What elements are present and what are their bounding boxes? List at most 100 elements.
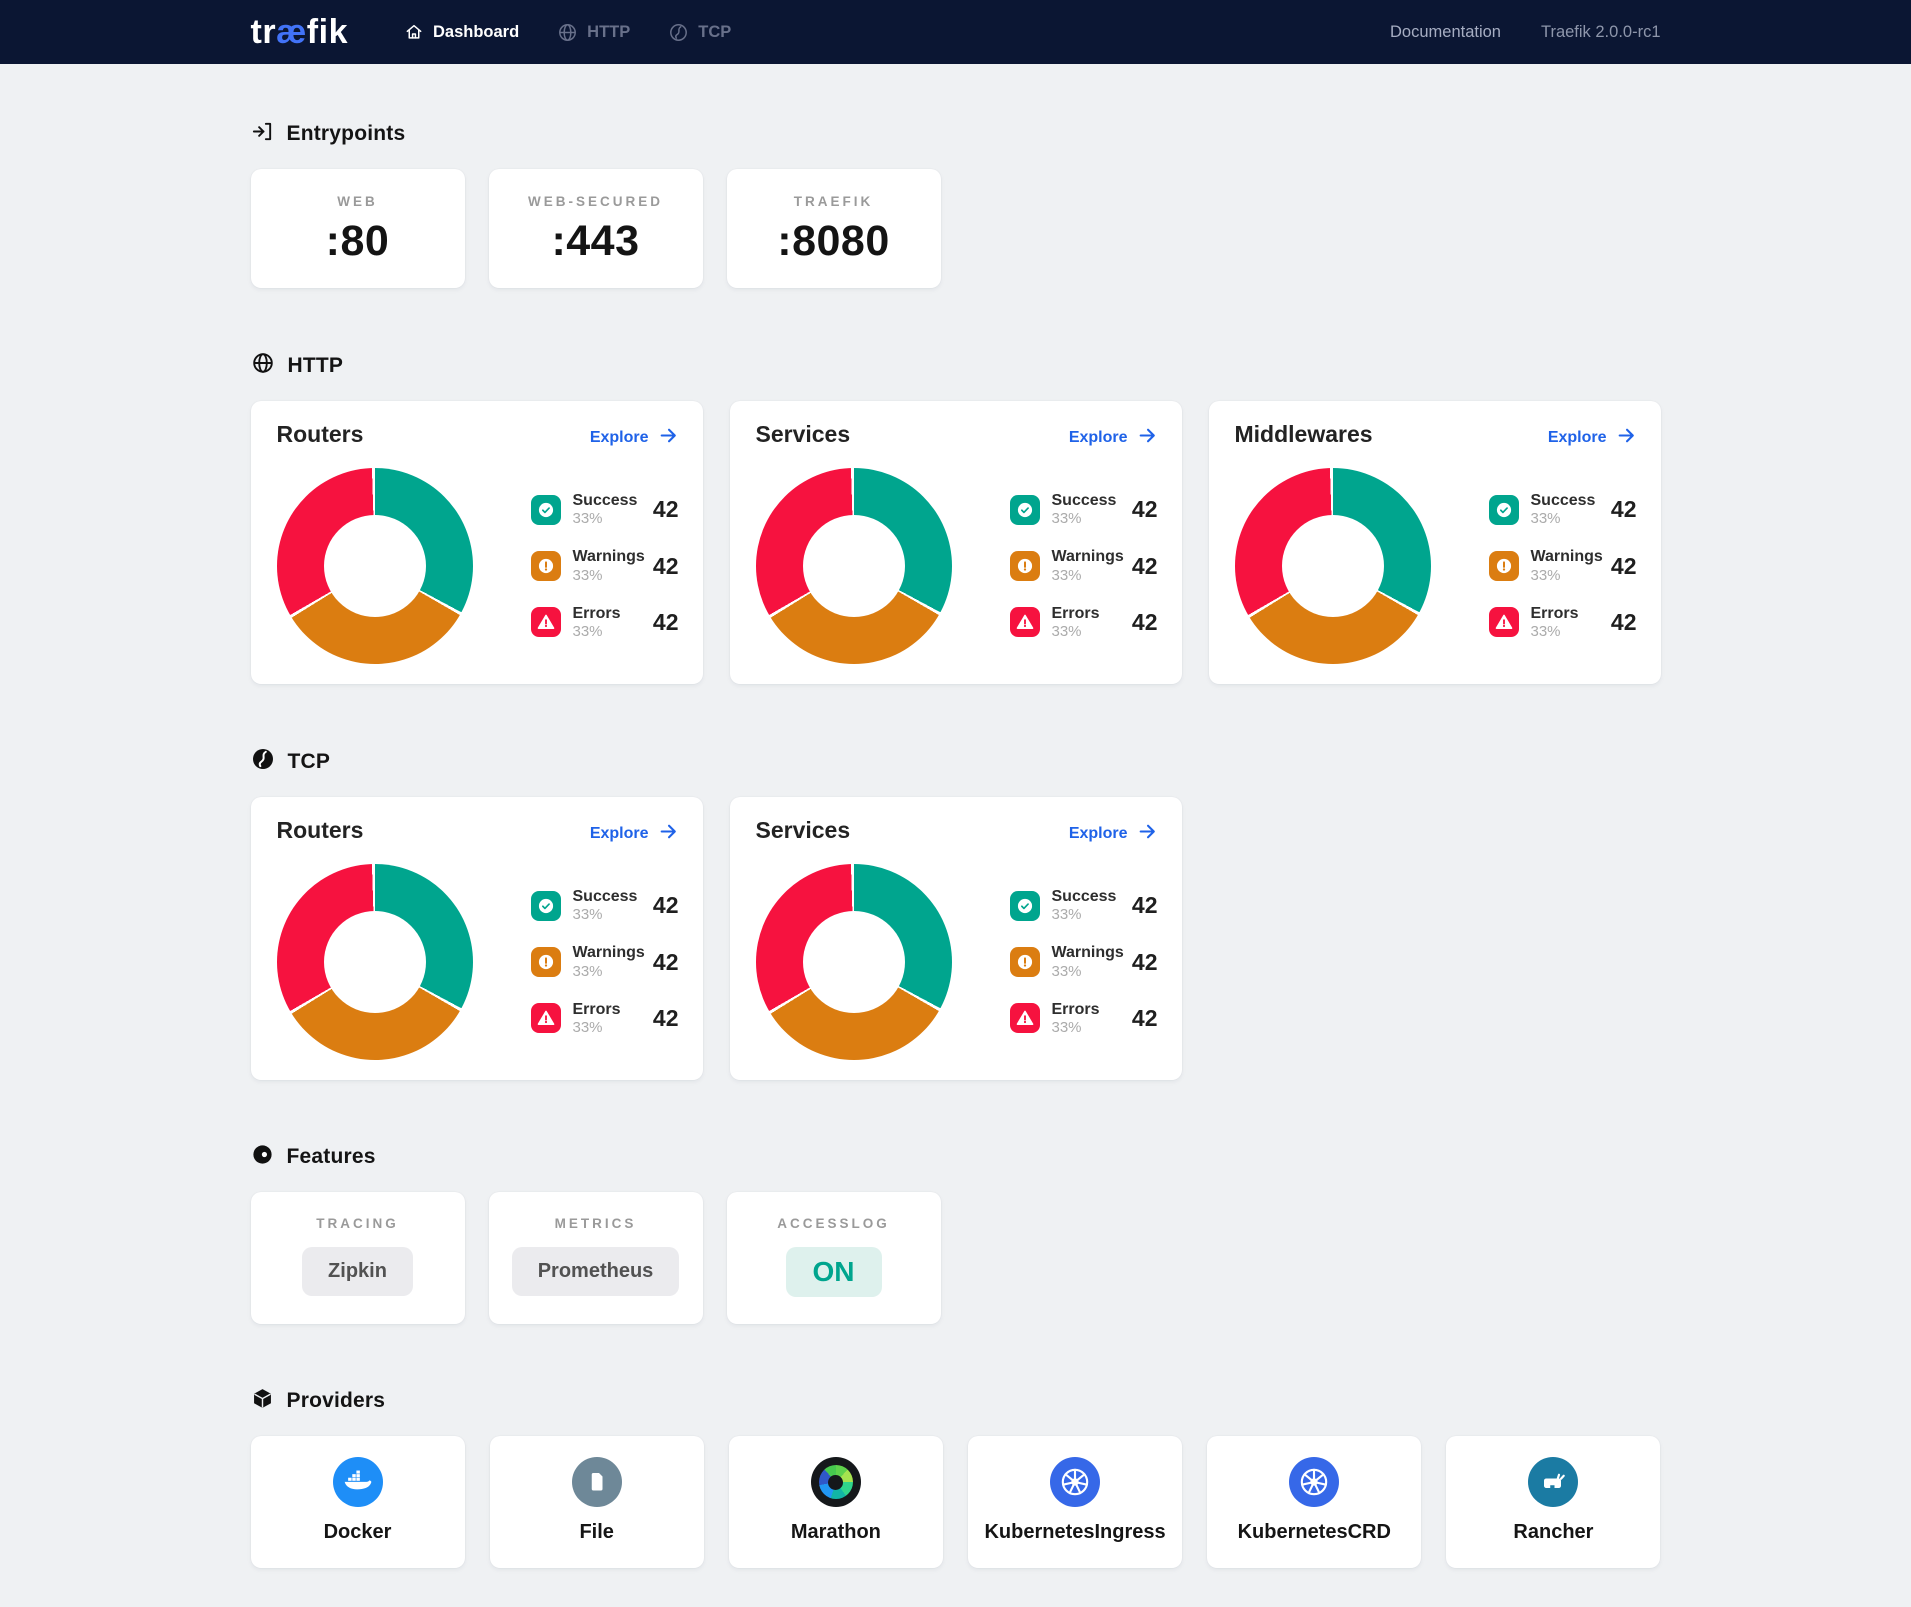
provider-card-docker: Docker (250, 1436, 465, 1568)
success-icon (1009, 494, 1040, 525)
legend-row-success: Success 33% 42 (530, 887, 679, 924)
arrow-right-icon (1616, 425, 1637, 451)
legend-row-success: Success 33% 42 (1009, 887, 1158, 924)
status-legend: Success 33% 42 Warnings 33% 42 Errors 33% (530, 491, 679, 641)
features-section: Features TRACING Zipkin METRICS Promethe… (250, 1143, 1661, 1324)
legend-value: 42 (1131, 552, 1158, 579)
http-routers-card: Routers Explore Success 33% 42 (250, 401, 703, 684)
entrypoint-card-web: WEB :80 (250, 169, 465, 288)
legend-value: 42 (1610, 552, 1637, 579)
legend-label: Errors (1051, 604, 1100, 622)
entrypoint-port: :80 (325, 217, 390, 265)
explore-label: Explore (1547, 429, 1607, 446)
entrypoint-name: TRAEFIK (793, 194, 874, 209)
explore-link[interactable]: Explore (1548, 425, 1637, 451)
card-title: Routers (276, 817, 364, 843)
provider-name: Marathon (790, 1521, 881, 1543)
explore-link[interactable]: Explore (590, 821, 679, 847)
explore-link[interactable]: Explore (1069, 821, 1158, 847)
feature-value-chip: Zipkin (302, 1247, 413, 1296)
legend-row-warnings: Warnings 33% 42 (1009, 943, 1158, 980)
legend-label: Errors (1530, 604, 1579, 622)
logo-text-post: fik (306, 12, 348, 51)
legend-percent: 33% (572, 906, 603, 924)
section-title: Providers (286, 1389, 386, 1412)
legend-row-errors: Errors 33% 42 (1009, 604, 1158, 641)
entrypoint-card-traefik: TRAEFIK :8080 (726, 169, 941, 288)
error-icon (1009, 1003, 1040, 1034)
explore-link[interactable]: Explore (590, 425, 679, 451)
legend-percent: 33% (1051, 566, 1082, 584)
explore-label: Explore (1068, 825, 1128, 842)
documentation-link[interactable]: Documentation (1390, 22, 1501, 41)
legend-value: 42 (652, 552, 679, 579)
tcp-icon (668, 22, 689, 43)
arrow-right-icon (1137, 425, 1158, 451)
success-icon (530, 494, 561, 525)
legend-label: Warnings (1051, 944, 1124, 962)
nav-tcp[interactable]: TCP (668, 22, 731, 43)
http-services-card: Services Explore Success 33% 42 (729, 401, 1182, 684)
error-icon (530, 1003, 561, 1034)
legend-percent: 33% (572, 1018, 603, 1036)
legend-value: 42 (652, 1004, 679, 1031)
provider-card-file: File (489, 1436, 704, 1568)
legend-label: Success (572, 888, 638, 906)
features-icon (251, 1143, 274, 1171)
entrypoint-card-web-secured: WEB-SECURED :443 (488, 169, 703, 288)
legend-label: Success (1530, 492, 1596, 510)
status-donut-chart (755, 864, 952, 1060)
provider-name: Docker (323, 1521, 392, 1543)
card-title: Middlewares (1234, 421, 1373, 447)
legend-value: 42 (1131, 892, 1158, 919)
explore-label: Explore (589, 429, 649, 446)
legend-percent: 33% (572, 622, 603, 640)
explore-link[interactable]: Explore (1069, 425, 1158, 451)
legend-label: Errors (1051, 1000, 1100, 1018)
tcp-section: TCP Routers Explore Success 33% (250, 747, 1661, 1080)
legend-label: Errors (572, 604, 621, 622)
entrypoints-section: Entrypoints WEB :80 WEB-SECURED :443 TRA… (250, 120, 1661, 288)
provider-card-kubernetes-ingress: KubernetesIngress (968, 1436, 1183, 1568)
legend-value: 42 (652, 892, 679, 919)
legend-row-warnings: Warnings 33% 42 (1488, 547, 1637, 584)
legend-percent: 33% (1051, 510, 1082, 528)
nav-http[interactable]: HTTP (557, 22, 630, 43)
legend-row-warnings: Warnings 33% 42 (530, 943, 679, 980)
explore-label: Explore (589, 825, 649, 842)
warning-icon (530, 551, 561, 581)
legend-value: 42 (1610, 608, 1637, 635)
legend-percent: 33% (1530, 510, 1561, 528)
status-donut-chart (1234, 468, 1431, 664)
legend-percent: 33% (1051, 962, 1082, 980)
legend-percent: 33% (572, 962, 603, 980)
legend-value: 42 (1610, 496, 1637, 523)
legend-label: Success (572, 492, 638, 510)
feature-name: METRICS (554, 1216, 637, 1231)
legend-label: Warnings (1530, 548, 1603, 566)
legend-row-warnings: Warnings 33% 42 (1009, 547, 1158, 584)
explore-label: Explore (1068, 429, 1128, 446)
logo-text-ae: æ (276, 12, 307, 51)
warning-icon (1009, 551, 1040, 581)
legend-row-success: Success 33% 42 (530, 491, 679, 528)
home-icon (404, 22, 424, 42)
legend-label: Warnings (572, 548, 645, 566)
logo-text-pre: tr (250, 12, 277, 51)
section-title: Features (286, 1145, 376, 1168)
arrow-right-icon (1137, 821, 1158, 847)
legend-value: 42 (652, 496, 679, 523)
arrow-right-icon (658, 425, 679, 451)
nav-dashboard[interactable]: Dashboard (404, 22, 519, 42)
legend-value: 42 (652, 608, 679, 635)
error-icon (530, 607, 561, 638)
traefik-logo[interactable]: træfik (251, 13, 348, 52)
legend-value: 42 (652, 948, 679, 975)
legend-percent: 33% (1530, 622, 1561, 640)
entrypoint-port: :443 (551, 217, 640, 265)
legend-row-errors: Errors 33% 42 (1009, 1000, 1158, 1037)
legend-percent: 33% (1530, 566, 1561, 584)
success-icon (530, 890, 561, 921)
feature-name: ACCESSLOG (777, 1216, 890, 1231)
status-donut-chart (755, 468, 952, 664)
